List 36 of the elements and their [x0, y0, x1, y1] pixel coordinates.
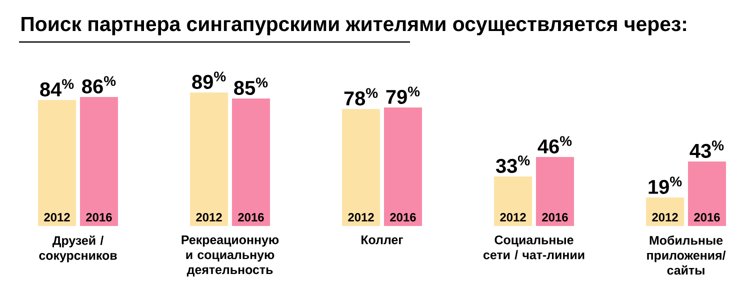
bar — [342, 109, 380, 226]
bar — [190, 92, 228, 226]
text: 2016 — [238, 213, 264, 222]
data-label: 86$^{%}$ — [82, 76, 116, 94]
data-label: 89$^{%}$ — [192, 72, 226, 89]
x-tick-label: Мобильные приложения/ сайты — [647, 236, 726, 275]
bar — [494, 176, 532, 226]
data-label: 33$^{%}$ — [496, 156, 530, 173]
series-label: 2012 — [44, 213, 70, 222]
text: 2012 — [196, 213, 222, 222]
text: 2012 — [500, 213, 526, 222]
bar — [80, 97, 118, 226]
bar — [38, 100, 76, 226]
bar — [232, 98, 270, 226]
text: 2012 — [348, 213, 374, 222]
bar — [536, 157, 574, 226]
text: 2016 — [694, 213, 720, 222]
data-label: 84$^{%}$ — [40, 79, 74, 96]
bar — [646, 198, 684, 226]
series-label: 2016 — [86, 213, 112, 222]
bar — [688, 162, 726, 226]
data-label: 78$^{%}$ — [344, 88, 378, 106]
data-label: 43$^{%}$ — [690, 140, 724, 158]
text: 2016 — [390, 213, 416, 222]
x-tick-label: Коллег — [362, 236, 404, 244]
x-tick-label: Друзей / сокурсников — [39, 236, 117, 262]
data-label: 85$^{%}$ — [234, 78, 268, 95]
chart-title: Поиск партнера сингапурскими жителями осуществляется через: — [22, 16, 686, 36]
data-label: 46$^{%}$ — [538, 136, 572, 154]
data-label: 19$^{%}$ — [648, 176, 682, 194]
data-label: 79$^{%}$ — [386, 86, 420, 104]
bar — [384, 108, 422, 226]
text: 2012 — [652, 213, 678, 222]
x-tick-label: Рекреационную и социальную деятельность — [182, 236, 279, 276]
x-tick-label: Социальные сети / чат-линии — [483, 236, 584, 260]
text: 2016 — [542, 213, 568, 222]
